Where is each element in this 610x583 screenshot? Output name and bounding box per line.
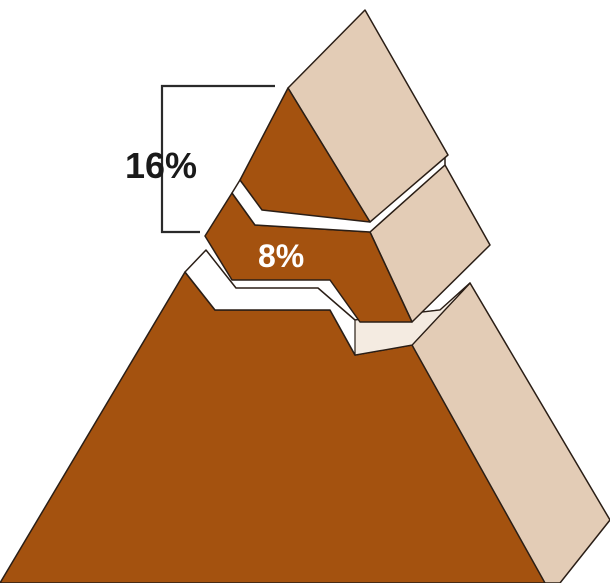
bottom-block (0, 271, 610, 583)
middle-percent-label: 8% (258, 238, 304, 274)
bracket-line (160, 84, 275, 234)
top-block (239, 9, 449, 223)
top-percent-bracket (160, 84, 275, 234)
top-percent-label: 16% (125, 145, 197, 186)
top-block-front-face (239, 87, 371, 223)
